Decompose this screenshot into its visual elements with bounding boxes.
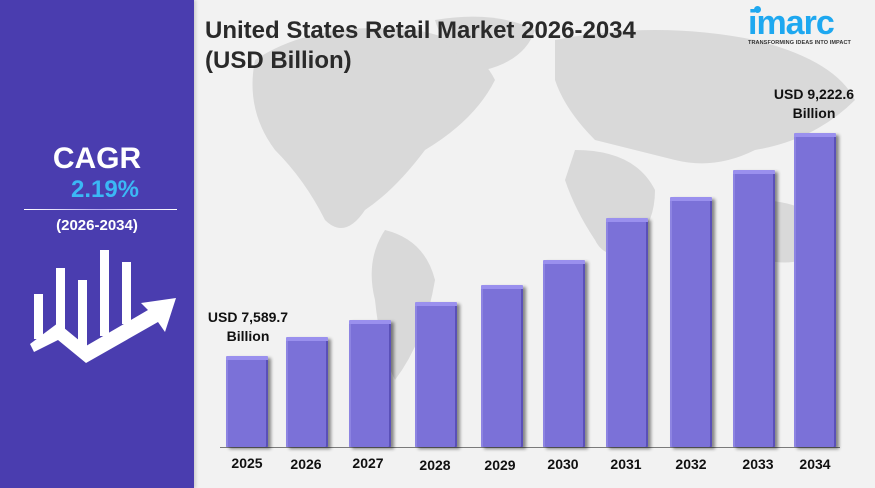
bar-2033: [733, 170, 775, 447]
divider: [24, 209, 177, 210]
logo-wordmark: imarc: [748, 4, 835, 42]
x-tick-2034: 2034: [799, 456, 831, 472]
title-line-2: (USD Billion): [205, 47, 352, 74]
bar-2026: [286, 337, 328, 447]
bar-2029: [481, 285, 523, 447]
bar-2034: [794, 133, 836, 447]
x-tick-2027: 2027: [352, 455, 384, 471]
start-value-annotation: USD 7,589.7 Billion: [207, 309, 289, 344]
bar-2025: [226, 356, 268, 447]
x-tick-2025: 2025: [231, 455, 263, 471]
x-tick-2032: 2032: [675, 456, 707, 472]
growth-chart-arrow-icon: [30, 250, 176, 363]
title-line-1: United States Retail Market 2026-2034: [205, 17, 636, 44]
cagr-period: (2026-2034): [56, 217, 138, 234]
cagr-label: CAGR: [52, 142, 142, 175]
logo-tagline: TRANSFORMING IDEAS INTO IMPACT: [748, 40, 852, 46]
x-tick-2031: 2031: [610, 456, 642, 472]
x-tick-2028: 2028: [419, 457, 451, 473]
x-tick-2029: 2029: [484, 457, 516, 473]
bar-2032: [670, 197, 712, 447]
bar-2028: [415, 302, 457, 447]
cagr-sidebar: CAGR 2.19% (2026-2034): [0, 0, 194, 488]
bar-2030: [543, 260, 585, 447]
cagr-value: 2.19%: [70, 176, 140, 203]
world-map-background: [252, 16, 855, 380]
x-tick-2030: 2030: [547, 456, 579, 472]
x-axis-line: [220, 447, 840, 448]
chart-title: United States Retail Market 2026-2034 (U…: [205, 16, 636, 76]
logo-dot-icon: [754, 6, 761, 13]
bar-2031: [606, 218, 648, 447]
x-tick-2026: 2026: [290, 456, 322, 472]
imarc-logo: imarc TRANSFORMING IDEAS INTO IMPACT: [748, 4, 868, 46]
end-value-annotation: USD 9,222.6 Billion: [773, 86, 855, 121]
x-tick-2033: 2033: [742, 456, 774, 472]
bar-2027: [349, 320, 391, 447]
